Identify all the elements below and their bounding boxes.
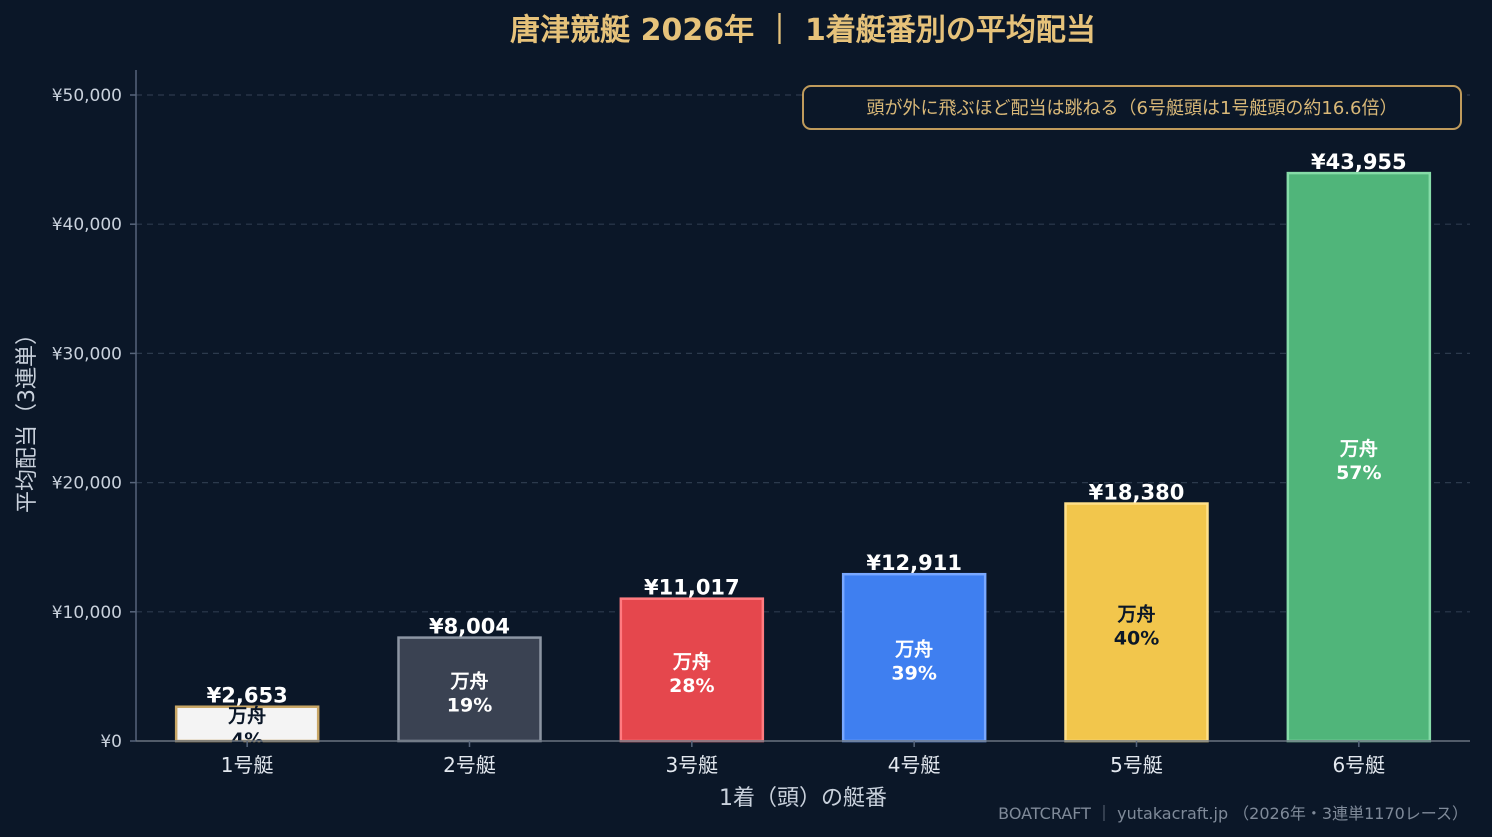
bar-value-label: ¥18,380 <box>1089 481 1185 505</box>
axes <box>135 70 1470 742</box>
bar-inner-label: 万舟 <box>449 669 488 692</box>
bar-value-label: ¥2,653 <box>207 684 288 708</box>
y-axis-label: 平均配当（3連単） <box>15 323 40 513</box>
bar-inner-label: 万舟 <box>894 638 933 661</box>
bar-percent-label: 19% <box>447 694 492 716</box>
bar-inner-label: 万舟 <box>1116 602 1155 625</box>
y-tick-label: ¥10,000 <box>52 603 122 623</box>
y-tick-label: ¥50,000 <box>52 86 122 106</box>
footer-credit: BOATCRAFT ｜ yutakacraft.jp （2026年・3連単117… <box>998 804 1468 823</box>
bar-percent-label: 57% <box>1336 462 1381 484</box>
bar-inner-label: 万舟 <box>227 704 266 727</box>
bar <box>1064 502 1209 743</box>
bar-percent-label: 39% <box>891 663 936 685</box>
y-tick-label: ¥0 <box>100 732 122 752</box>
x-tick-label: 5号艇 <box>1110 753 1163 777</box>
x-tick-label: 3号艇 <box>665 753 718 777</box>
bar-inner-label: 万舟 <box>1339 437 1378 460</box>
annotation-text: 頭が外に飛ぶほど配当は跳ねる（6号艇頭は1号艇頭の約16.6倍） <box>867 98 1398 119</box>
bar-percent-label: 40% <box>1114 627 1159 649</box>
bars: ¥2,653万舟4%¥8,004万舟19%¥11,017万舟28%¥12,911… <box>174 150 1432 751</box>
annotation-box: 頭が外に飛ぶほど配当は跳ねる（6号艇頭は1号艇頭の約16.6倍） <box>802 85 1462 130</box>
bar <box>397 636 542 743</box>
bar-value-label: ¥11,017 <box>644 576 740 600</box>
y-tick-label: ¥20,000 <box>52 474 122 494</box>
x-tick-label: 1号艇 <box>221 753 274 777</box>
bar-inner-label: 万舟 <box>672 650 711 673</box>
bar-value-label: ¥12,911 <box>866 551 962 575</box>
bar <box>841 572 987 743</box>
x-axis-label: 1着（頭）の艇番 <box>719 786 887 811</box>
bar-percent-label: 28% <box>669 675 714 697</box>
chart-title: 唐津競艇 2026年 ｜ 1着艇番別の平均配当 <box>510 13 1096 48</box>
x-tick-label: 4号艇 <box>888 753 941 777</box>
bar-value-label: ¥43,955 <box>1311 150 1407 174</box>
y-tick-label: ¥40,000 <box>52 215 122 235</box>
bar-value-label: ¥8,004 <box>429 615 510 639</box>
gridlines <box>136 94 1470 613</box>
bar-percent-label: 4% <box>231 729 263 751</box>
x-tick-label: 2号艇 <box>443 753 496 777</box>
bar <box>1286 171 1432 743</box>
bar <box>619 597 765 743</box>
y-tick-label: ¥30,000 <box>52 344 122 364</box>
annotation-border <box>802 85 1462 130</box>
x-tick-labels: 1号艇 2号艇 3号艇 4号艇 5号艇 6号艇 <box>221 741 1385 777</box>
y-tick-labels: ¥0 ¥10,000 ¥20,000 ¥30,000 ¥40,000 ¥50,000 <box>52 86 136 752</box>
x-tick-label: 6号艇 <box>1332 753 1385 777</box>
